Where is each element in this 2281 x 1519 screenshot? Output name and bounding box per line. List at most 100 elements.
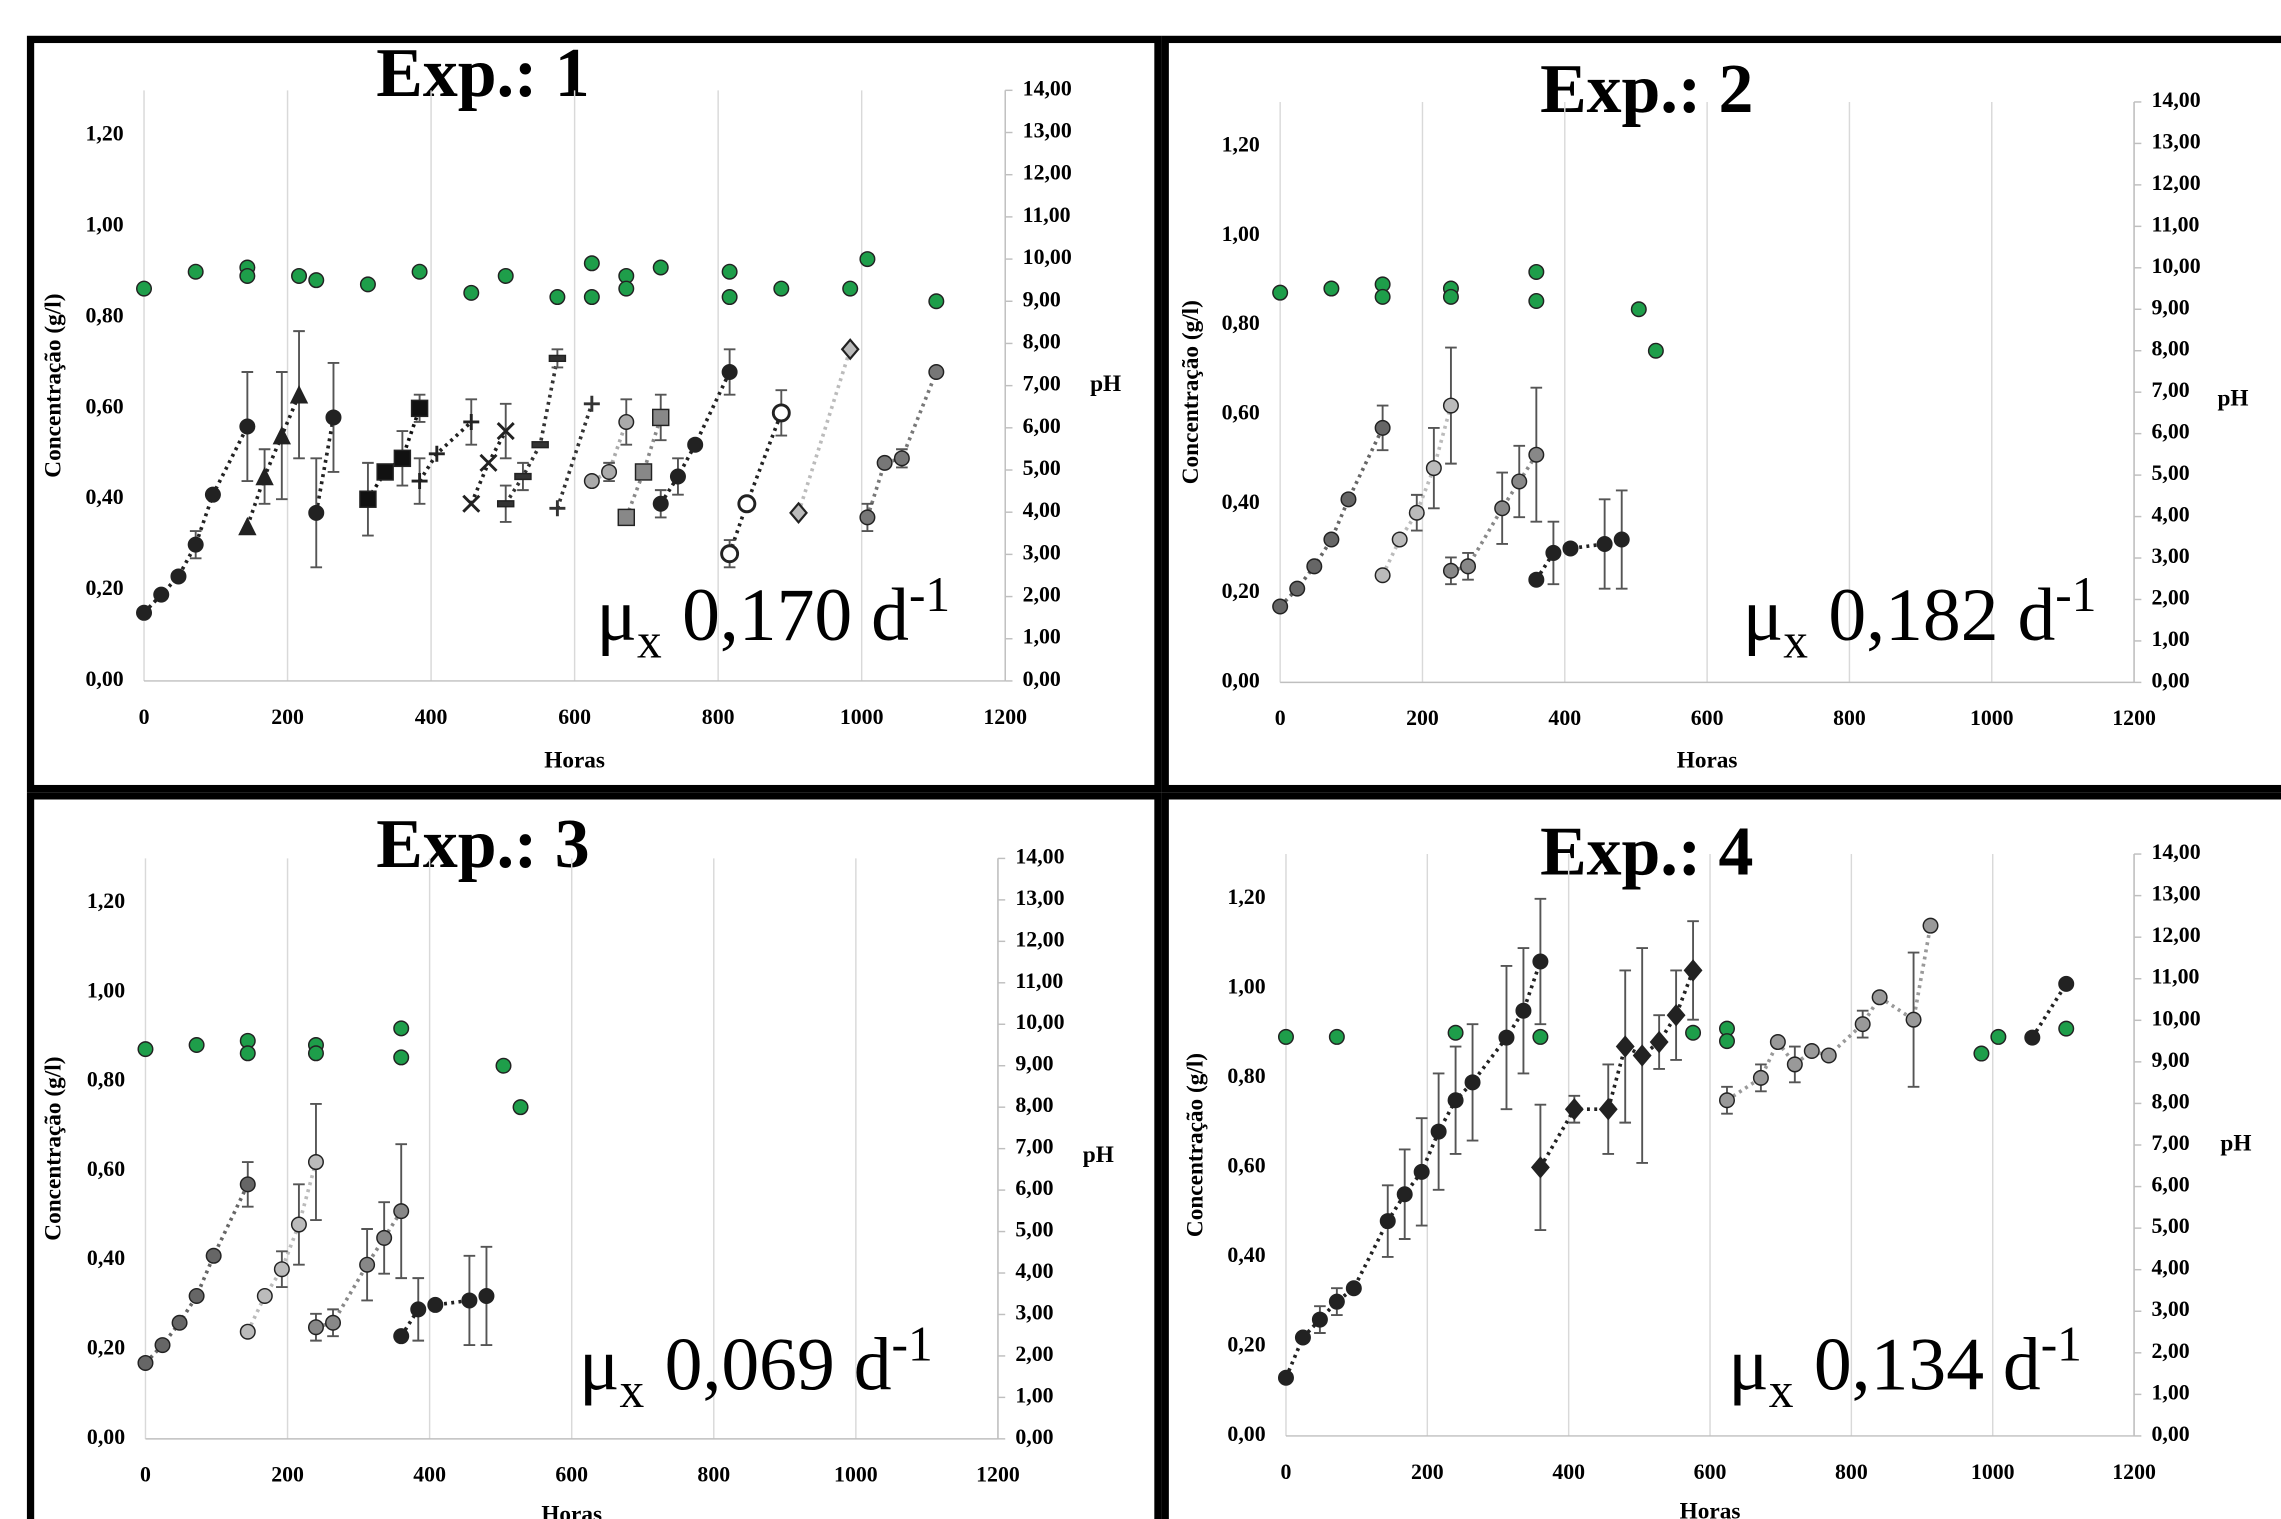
x-tick-label: 1000 (1970, 706, 2014, 730)
marker (239, 418, 256, 435)
growth-rate-subscript: x (637, 614, 662, 669)
marker (255, 466, 274, 486)
marker (1345, 1280, 1362, 1297)
y2-tick-label: 6,00 (2152, 420, 2190, 444)
marker (1391, 531, 1408, 548)
marker (1905, 1011, 1922, 1028)
marker (1532, 1028, 1549, 1045)
y2-axis-label: pH (2220, 1130, 2251, 1156)
marker (478, 1287, 495, 1304)
marker (463, 413, 480, 430)
y2-tick-label: 13,00 (2152, 129, 2201, 153)
marker (272, 425, 291, 445)
marker (290, 1216, 307, 1233)
y2-tick-label: 13,00 (1015, 886, 1064, 910)
panel-border (26, 35, 1162, 793)
y2-tick-label: 5,00 (1023, 456, 1061, 480)
marker (1340, 491, 1357, 508)
y-tick-label: 0,80 (85, 303, 123, 327)
growth-rate: μx 0,069 d-1 (579, 1316, 933, 1418)
y-tick-label: 1,00 (85, 213, 123, 237)
marker (359, 1256, 376, 1273)
marker (1272, 598, 1289, 615)
marker (737, 494, 757, 514)
x-tick-label: 800 (1835, 1460, 1868, 1484)
trend-line (314, 417, 336, 514)
panel-title: Exp.: 2 (1540, 51, 1753, 128)
marker (1374, 419, 1391, 436)
marker (842, 280, 859, 297)
growth-rate-superscript: -1 (892, 1316, 933, 1371)
y2-axis-label: pH (1083, 1142, 1114, 1168)
x-tick-label: 600 (555, 1463, 588, 1487)
marker (479, 453, 498, 472)
y2-tick-label: 9,00 (2152, 1048, 2190, 1072)
marker (2058, 975, 2075, 992)
marker (239, 1045, 256, 1062)
y2-tick-label: 4,00 (1015, 1259, 1053, 1283)
marker (1289, 580, 1306, 597)
trend-line (1284, 960, 1543, 1379)
y2-tick-label: 10,00 (2152, 1006, 2201, 1030)
marker (393, 1020, 410, 1037)
x-tick-label: 800 (697, 1463, 730, 1487)
y-tick-label: 0,20 (1222, 579, 1260, 603)
marker (239, 267, 256, 284)
marker (462, 494, 481, 513)
marker (1515, 1002, 1532, 1019)
y2-tick-label: 11,00 (2152, 212, 2200, 236)
x-tick-label: 1200 (2112, 706, 2156, 730)
marker (928, 364, 945, 381)
x-tick-label: 200 (1406, 706, 1439, 730)
marker (1532, 953, 1549, 970)
marker (531, 441, 549, 449)
y-tick-label: 0,20 (87, 1336, 125, 1360)
panel-border (26, 792, 1162, 1519)
marker (325, 1314, 342, 1331)
y2-tick-label: 3,00 (1023, 540, 1061, 564)
y2-tick-label: 2,00 (2152, 1339, 2190, 1363)
panel: Exp.: 3 0 200 400 600 800 1000 1200 0,00 0,20 0,40… (41, 806, 1114, 1519)
marker (1683, 959, 1703, 982)
marker (771, 403, 791, 423)
marker (153, 586, 170, 603)
x-tick-label: 400 (1548, 706, 1581, 730)
y2-tick-label: 6,00 (2152, 1173, 2190, 1197)
x-tick-label: 600 (1691, 706, 1724, 730)
growth-rate-value: 0,170 d (682, 574, 909, 657)
panel-border (1161, 35, 2281, 793)
x-axis-label: Horas (1680, 1498, 1741, 1519)
y2-tick-label: 4,00 (1023, 498, 1061, 522)
marker (1596, 535, 1613, 552)
marker (376, 463, 394, 481)
marker (496, 500, 515, 508)
y2-tick-label: 13,00 (1023, 119, 1072, 143)
marker (1666, 1004, 1686, 1027)
y2-tick-label: 12,00 (2152, 923, 2201, 947)
marker (137, 1041, 154, 1058)
marker (583, 255, 600, 272)
x-tick-label: 0 (140, 1463, 151, 1487)
x-tick-label: 200 (271, 1463, 304, 1487)
growth-rate: μx 0,170 d-1 (596, 567, 950, 669)
y2-tick-label: 11,00 (2152, 965, 2200, 989)
marker (1323, 280, 1340, 297)
marker (859, 251, 876, 268)
marker (1311, 1311, 1328, 1328)
marker (1564, 1098, 1584, 1121)
y2-tick-label: 11,00 (1023, 203, 1071, 227)
y-tick-label: 0,20 (85, 576, 123, 600)
growth-rate-superscript: -1 (2041, 1316, 2082, 1371)
growth-rate: μx 0,134 d-1 (1728, 1316, 2082, 1418)
x-tick-label: 800 (702, 705, 735, 729)
y2-tick-label: 5,00 (2152, 1214, 2190, 1238)
marker (1562, 540, 1579, 557)
y-tick-label: 1,00 (1222, 222, 1260, 246)
marker (1277, 1369, 1294, 1386)
marker (1374, 288, 1391, 305)
marker (669, 468, 686, 485)
marker (376, 1229, 393, 1246)
marker (411, 263, 428, 280)
y2-tick-label: 4,00 (2152, 503, 2190, 527)
